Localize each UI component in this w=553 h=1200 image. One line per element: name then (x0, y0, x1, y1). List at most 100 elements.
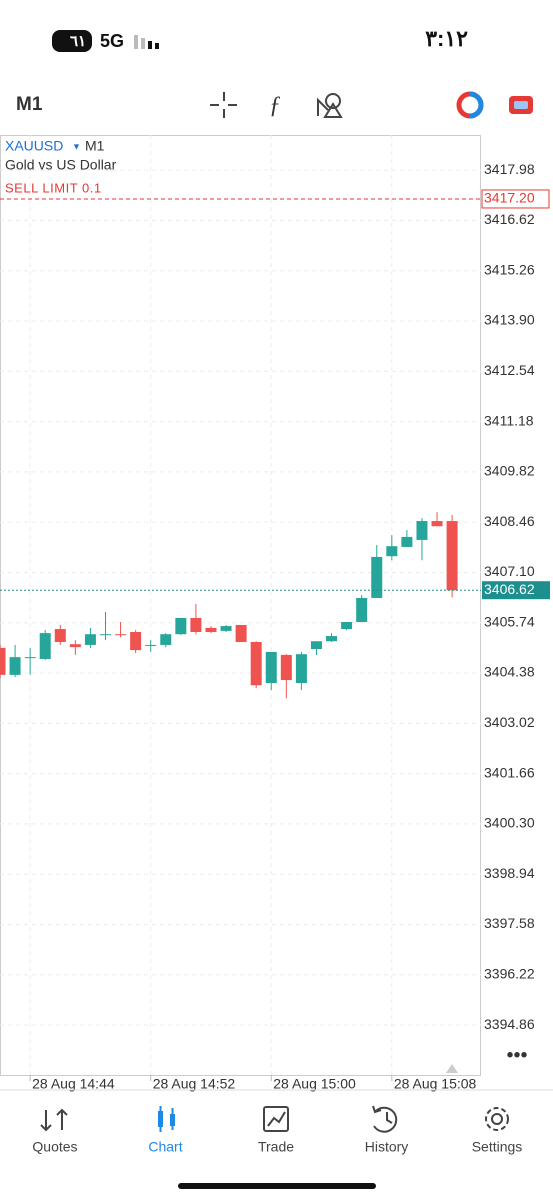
candle-body (220, 626, 232, 631)
signal-icon (134, 35, 159, 49)
tab[interactable]: Chart (148, 1106, 183, 1155)
y-tick-label: 3403.02 (484, 714, 535, 730)
x-tick-label: 28 Aug 14:52 (153, 1076, 236, 1092)
candle-body (341, 622, 353, 630)
tab-icon (372, 1105, 382, 1114)
order-price-box (481, 189, 550, 209)
objects-icon[interactable] (317, 93, 343, 118)
candle-body (205, 627, 217, 632)
x-tick-label: 28 Aug 15:08 (394, 1076, 477, 1092)
candle-body (9, 657, 21, 675)
chart-timeframe: M1 (85, 138, 105, 154)
tab[interactable]: Quotes (32, 1108, 78, 1155)
y-tick-label: 3415.26 (484, 261, 535, 277)
y-tick-label: 3408.46 (484, 513, 535, 529)
tab-label: Quotes (32, 1139, 77, 1155)
description: Gold vs US Dollar (5, 157, 117, 173)
plot-frame (0, 135, 481, 1076)
y-tick-label: 3412.54 (484, 362, 535, 378)
y-tick-label: 3417.98 (484, 161, 535, 177)
account-icon[interactable] (509, 96, 533, 114)
current-price: 3406.62 (484, 581, 535, 597)
y-tick-label: 3413.90 (484, 312, 535, 328)
candle-body (115, 634, 127, 636)
order-label: SELL LIMIT 0.1 (5, 180, 102, 195)
candle-body (431, 521, 443, 527)
scroll-marker (446, 1064, 458, 1073)
y-tick-label: 3407.10 (484, 563, 535, 579)
candle-body (386, 546, 398, 557)
tab-icon (267, 1111, 286, 1127)
x-tick-label: 28 Aug 15:00 (273, 1076, 356, 1092)
tab-icon (372, 1105, 398, 1133)
y-tick-label: 3409.82 (484, 463, 535, 479)
tab-icon (491, 1113, 503, 1125)
tab[interactable]: Trade (258, 1106, 294, 1155)
candle-body (371, 556, 383, 598)
tab-icon (263, 1106, 289, 1132)
candle-body (130, 631, 142, 651)
tab-label: History (365, 1139, 409, 1155)
tab-icon (485, 1107, 509, 1131)
tab-label: Chart (148, 1139, 182, 1155)
tab-label: Trade (258, 1139, 294, 1155)
candle-body (24, 657, 36, 659)
order-price: 3417.20 (484, 190, 535, 206)
clock: ٣:١٢ (425, 26, 468, 51)
symbol[interactable]: XAUUSD (5, 138, 63, 154)
y-tick-label: 3394.86 (484, 1016, 535, 1032)
candle-body (356, 597, 368, 623)
candle-body (39, 633, 51, 659)
tab[interactable]: History (365, 1105, 409, 1155)
y-tick-label: 3397.58 (484, 915, 535, 931)
tab-icon (386, 1112, 393, 1124)
candle-body (416, 521, 428, 540)
y-tick-label: 3398.94 (484, 865, 535, 881)
y-tick-label: 3416.62 (484, 211, 535, 227)
candle-body (235, 624, 247, 642)
candle-body (310, 641, 322, 650)
network: 5G (100, 31, 124, 51)
y-tick-label: 3401.66 (484, 764, 535, 780)
battery-level: ٦١ (70, 33, 86, 50)
y-tick-label: 3411.18 (484, 412, 534, 428)
home-indicator (178, 1183, 376, 1189)
candle-body (69, 644, 81, 648)
crosshair-icon[interactable] (210, 92, 237, 118)
candle-body (84, 634, 96, 645)
candle-body (54, 629, 66, 642)
tab[interactable]: Settings (472, 1107, 523, 1155)
tab-icon (40, 1108, 68, 1132)
candle-body (99, 634, 111, 636)
tab-icon (373, 1106, 398, 1133)
timeframe-button[interactable]: M1 (16, 94, 43, 115)
candle-body (401, 536, 413, 547)
candle-body (446, 521, 458, 591)
x-tick-label: 28 Aug 14:44 (32, 1076, 115, 1092)
chart: 3417.98 3416.62 3415.26 3413.90 3412.54 3411.… (0, 135, 550, 1092)
candle-body (326, 636, 338, 642)
indicators-icon[interactable]: ƒ (269, 93, 281, 119)
candle-body (250, 641, 262, 686)
candle-body (145, 644, 157, 646)
y-tick-label: 3400.30 (484, 815, 535, 831)
y-tick-label: 3405.74 (484, 613, 535, 629)
candle-body (175, 617, 187, 635)
trade-icon[interactable] (456, 91, 484, 119)
more-button[interactable]: ••• (506, 1044, 527, 1066)
candle-body (160, 634, 172, 645)
tab-icon (158, 1106, 175, 1132)
battery-icon (52, 30, 92, 52)
candle-body (265, 651, 277, 684)
candle-body (0, 647, 6, 675)
candle-body (190, 617, 202, 632)
symbol-dropdown[interactable]: ▼ (72, 141, 81, 151)
price-box (482, 581, 550, 600)
tab-label: Settings (472, 1139, 523, 1155)
y-tick-label: 3404.38 (484, 664, 535, 680)
y-tick-label: 3396.22 (484, 965, 535, 981)
candle-body (295, 654, 307, 684)
candle-body (280, 654, 292, 681)
